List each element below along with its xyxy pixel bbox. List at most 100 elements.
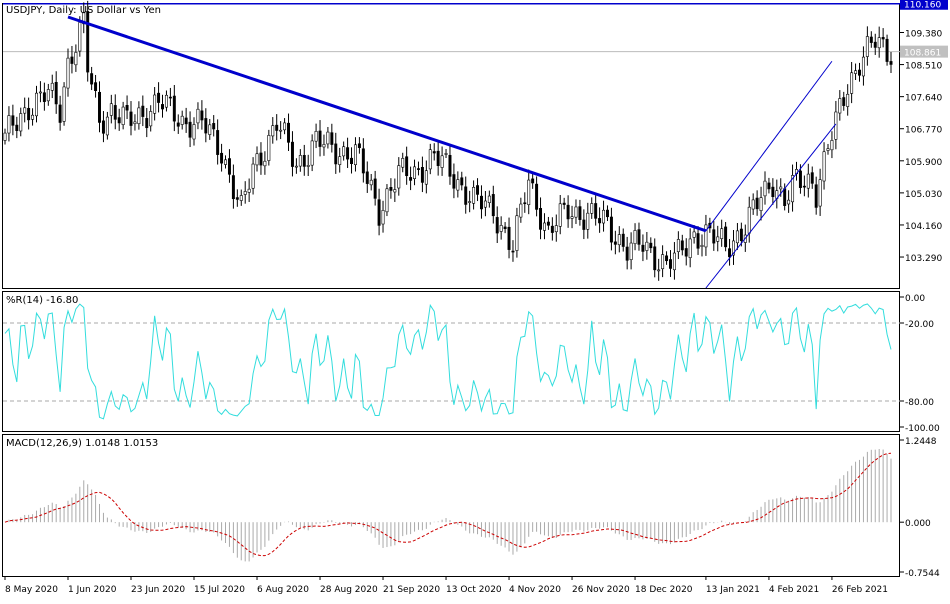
candle-body [747, 206, 751, 234]
candle-body [62, 86, 66, 122]
x-tick-label: 23 Jun 2020 [131, 585, 185, 595]
candle-body [767, 182, 771, 190]
candle-body [661, 254, 665, 270]
candle-body [779, 186, 783, 190]
candle-body [326, 131, 330, 145]
candle-body [609, 216, 613, 243]
candle-body [58, 104, 62, 123]
candle-body [625, 246, 629, 261]
candle-body [141, 105, 145, 117]
candle-body [318, 130, 322, 147]
candle-body [153, 94, 157, 114]
candle-body [842, 97, 846, 106]
channel-lower-line [705, 123, 837, 289]
candle-body [649, 242, 653, 249]
wr-line [4, 303, 892, 420]
candle-body [680, 240, 684, 251]
candle-body [247, 188, 251, 193]
candle-body [759, 197, 763, 211]
candle-body [342, 146, 346, 157]
candle-body [688, 238, 692, 258]
candle-body [157, 92, 161, 103]
candle-body [263, 160, 267, 167]
candle-body [212, 123, 216, 130]
wr-tick-label: 0.00 [905, 294, 925, 304]
candle-body [550, 225, 554, 233]
wr-tick-label: -20.00 [905, 320, 934, 330]
candle-body [487, 195, 491, 203]
candle-body [672, 252, 676, 271]
candle-body [172, 95, 176, 122]
candle-body [94, 82, 98, 92]
candle-body [637, 229, 641, 245]
candle-body [361, 148, 365, 174]
candle-body [499, 225, 503, 232]
candle-body [452, 174, 456, 189]
x-tick-label: 13 Oct 2020 [446, 585, 502, 595]
candle-body [751, 199, 755, 210]
macd-signal-line [4, 452, 892, 557]
candle-body [35, 92, 38, 117]
candle-body [416, 168, 420, 170]
candle-body [192, 124, 196, 140]
candle-body [287, 122, 291, 143]
x-tick-label: 13 Jan 2021 [706, 585, 760, 595]
candle-body [279, 129, 283, 132]
candle-body [180, 115, 184, 125]
candle-body [145, 118, 149, 129]
price-panel: 109.380 108.510 107.640 106.770 105.900 105.0… [3, 0, 948, 289]
candle-body [90, 73, 94, 85]
candle-body [310, 140, 314, 166]
candle-body [838, 98, 842, 114]
candle-body [515, 215, 519, 251]
x-tick-label: 21 Sep 2020 [383, 585, 440, 595]
candle-body [479, 195, 483, 210]
candle-body [554, 225, 558, 233]
candle-body [468, 201, 472, 203]
candle-body [235, 197, 239, 200]
candle-body [338, 156, 342, 165]
candle-body [117, 117, 121, 124]
candle-body [724, 226, 728, 248]
candle-body [86, 11, 90, 73]
candle-body [791, 175, 795, 203]
candle-body [409, 177, 413, 181]
candle-body [605, 209, 609, 218]
candle-body [566, 204, 570, 220]
price-tick-label: 107.640 [905, 94, 942, 104]
candle-body [46, 89, 50, 102]
candle-body [629, 242, 633, 260]
candle-body [255, 153, 259, 166]
candle-body [472, 187, 476, 204]
price-tick-label: 109.380 [905, 29, 942, 39]
candle-body [873, 41, 877, 48]
candle-body [377, 199, 381, 226]
x-tick-label: 8 May 2020 [5, 585, 58, 595]
candle-body [669, 259, 672, 269]
candle-body [373, 178, 377, 199]
candle-body [665, 255, 669, 262]
x-tick-label: 26 Nov 2020 [572, 585, 630, 595]
candle-body [428, 149, 432, 170]
candle-body [275, 124, 279, 131]
candle-body [503, 226, 507, 230]
candle-body [208, 124, 212, 135]
candle-body [850, 72, 854, 94]
candle-body [546, 221, 550, 226]
candle-body [420, 167, 424, 183]
candle-body [137, 107, 141, 124]
price-tick-label: 103.290 [905, 254, 942, 264]
candle-body [283, 122, 287, 131]
candle-body [432, 151, 436, 154]
candle-body [456, 179, 460, 191]
candle-body [70, 56, 74, 64]
candle-body [216, 130, 220, 155]
candle-body [712, 229, 716, 244]
candle-body [519, 203, 523, 218]
candle-body [613, 241, 617, 245]
level-label: 110.160 [904, 1, 941, 11]
candle-body [798, 170, 802, 188]
